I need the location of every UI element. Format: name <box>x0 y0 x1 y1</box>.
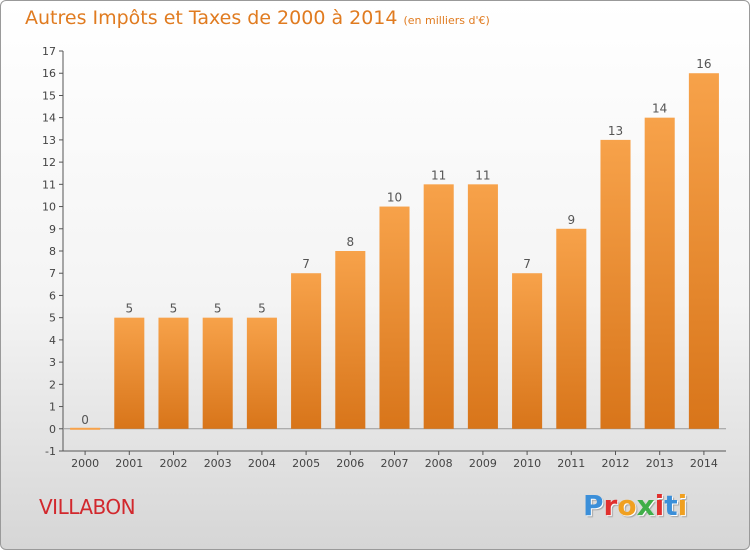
brand-logo: Proxiti <box>583 489 687 522</box>
bar-2007 <box>379 206 410 429</box>
x-tick-label: 2011 <box>557 457 585 470</box>
data-label: 9 <box>567 213 575 227</box>
y-tick-label: 14 <box>42 112 56 125</box>
brand-letter: r <box>603 489 618 522</box>
brand-letter: x <box>636 489 655 522</box>
y-tick-label: 0 <box>49 423 56 436</box>
bar-2003 <box>202 317 233 429</box>
bar-2012 <box>600 139 631 429</box>
x-tick-label: 2005 <box>292 457 320 470</box>
chart-title-text: Autres Impôts et Taxes de 2000 à 2014 <box>25 7 398 29</box>
y-tick-label: 12 <box>42 156 56 169</box>
y-tick-label: 8 <box>49 245 56 258</box>
data-label: 5 <box>125 302 133 316</box>
data-label: 8 <box>346 235 354 249</box>
y-tick-label: 2 <box>49 378 56 391</box>
data-label: 7 <box>302 257 310 271</box>
y-tick-label: 6 <box>49 289 56 302</box>
x-tick-label: 2007 <box>381 457 409 470</box>
x-tick-label: 2009 <box>469 457 497 470</box>
x-tick-label: 2008 <box>425 457 453 470</box>
bar-2008 <box>423 184 454 429</box>
y-tick-label: 15 <box>42 89 56 102</box>
y-tick-label: 7 <box>49 267 56 280</box>
y-tick-label: 13 <box>42 134 56 147</box>
chart-unit: (en milliers d'€) <box>403 14 490 27</box>
y-tick-label: 1 <box>49 401 56 414</box>
x-tick-label: 2002 <box>160 457 188 470</box>
brand-letter: i <box>654 489 665 522</box>
bar-2010 <box>512 273 543 429</box>
data-label: 10 <box>387 191 402 205</box>
bar-2001 <box>114 317 145 429</box>
data-labels: 0 5 5 5 5 7 8 10 11 11 7 9 13 14 16 <box>81 57 711 427</box>
data-label: 0 <box>81 413 89 427</box>
data-label: 5 <box>258 302 266 316</box>
data-label: 16 <box>696 57 711 71</box>
y-tick-label: -1 <box>45 445 56 458</box>
bar-2006 <box>335 251 366 429</box>
brand-letter: i <box>677 489 688 522</box>
bar-2004 <box>246 317 277 429</box>
x-tick-label: 2013 <box>646 457 674 470</box>
place-name: VILLABON <box>39 495 136 519</box>
x-tick-label: 2004 <box>248 457 276 470</box>
bar-2011 <box>556 228 587 429</box>
data-label: 5 <box>170 302 178 316</box>
data-label: 7 <box>523 257 531 271</box>
bar-2002 <box>158 317 189 429</box>
data-label: 11 <box>475 168 490 182</box>
bar-2000 <box>70 427 101 430</box>
y-tick-label: 11 <box>42 178 56 191</box>
y-tick-label: 4 <box>49 334 56 347</box>
y-tick-label: 17 <box>42 45 56 58</box>
data-label: 14 <box>652 102 667 116</box>
bar-2013 <box>644 117 675 429</box>
x-tick-label: 2001 <box>115 457 143 470</box>
data-label: 5 <box>214 302 222 316</box>
y-tick-label: 3 <box>49 356 56 369</box>
bars <box>70 73 719 430</box>
y-tick-label: 9 <box>49 223 56 236</box>
x-tick-label: 2012 <box>602 457 630 470</box>
data-label: 13 <box>608 124 623 138</box>
chart-title: Autres Impôts et Taxes de 2000 à 2014 (en… <box>25 7 490 29</box>
brand-letter: t <box>664 489 678 522</box>
x-tick-label: 2003 <box>204 457 232 470</box>
x-tick-label: 2010 <box>513 457 541 470</box>
y-tick-label: 5 <box>49 312 56 325</box>
x-tick-label: 2014 <box>690 457 718 470</box>
x-tick-label: 2006 <box>336 457 364 470</box>
data-label: 11 <box>431 168 446 182</box>
y-tick-label: 16 <box>42 67 56 80</box>
bar-2014 <box>688 73 719 429</box>
x-tick-label: 2000 <box>71 457 99 470</box>
brand-letter: P <box>583 489 604 522</box>
brand-letter: o <box>617 489 637 522</box>
bar-2005 <box>291 273 322 429</box>
y-tick-label: 10 <box>42 201 56 214</box>
bar-2009 <box>467 184 498 429</box>
